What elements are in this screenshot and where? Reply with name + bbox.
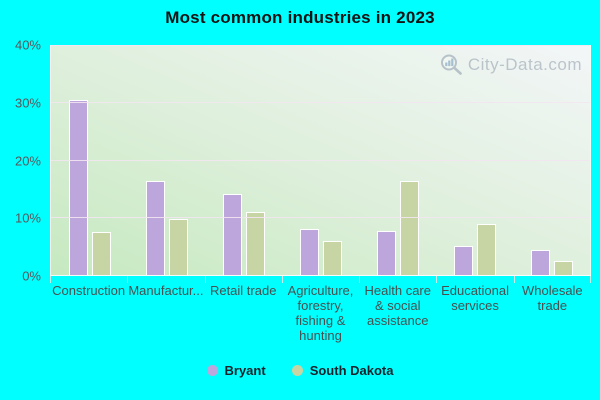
category-tick bbox=[50, 276, 51, 283]
category-group-construction bbox=[51, 46, 128, 275]
magnifier-bar-chart-icon bbox=[440, 54, 462, 75]
bar-bryant-educational-services bbox=[453, 246, 473, 275]
category-group-health-care-social-assistance bbox=[359, 46, 436, 275]
category-tick bbox=[204, 276, 206, 283]
category-group-manufactur bbox=[128, 46, 205, 275]
chart-title: Most common industries in 2023 bbox=[165, 8, 435, 27]
legend: Bryant South Dakota bbox=[0, 363, 600, 378]
bar-south-dakota-educational-services bbox=[476, 224, 496, 275]
bar-bryant-agriculture-forestry-fishing-hunting bbox=[299, 229, 319, 275]
bar-south-dakota-health-care-social-assistance bbox=[399, 181, 419, 275]
bar-south-dakota-agriculture-forestry-fishing-hunting bbox=[322, 240, 342, 275]
gridline-40 bbox=[51, 45, 590, 46]
bar-south-dakota-construction bbox=[91, 232, 111, 275]
watermark: City-Data.com bbox=[439, 53, 582, 76]
legend-item-bryant: Bryant bbox=[206, 363, 266, 378]
y-axis: 0% 10% 20% 30% 40% bbox=[0, 38, 44, 284]
bar-bryant-manufactur bbox=[145, 180, 165, 275]
category-group-wholesale-trade bbox=[513, 46, 590, 275]
bar-south-dakota-manufactur bbox=[168, 218, 188, 275]
legend-item-south-dakota: South Dakota bbox=[291, 363, 394, 378]
x-label-retail-trade: Retail trade bbox=[209, 283, 277, 298]
legend-swatch-bryant bbox=[206, 365, 218, 376]
gridline-20 bbox=[51, 159, 590, 161]
category-group-educational-services bbox=[436, 46, 513, 275]
x-label-manufactur: Manufactur... bbox=[128, 283, 204, 298]
plot-area: City-Data.com bbox=[50, 45, 591, 276]
bar-bryant-wholesale-trade bbox=[530, 250, 550, 275]
x-label-health-care-social-assistance: Health care & social assistance bbox=[364, 283, 431, 328]
x-axis-labels: Construction Manufactur... Retail trade Agr… bbox=[50, 283, 591, 343]
bar-bryant-retail-trade bbox=[222, 193, 242, 275]
y-tick-label-0: 0% bbox=[22, 268, 41, 284]
bar-south-dakota-wholesale-trade bbox=[553, 261, 573, 275]
legend-swatch-south-dakota bbox=[291, 365, 303, 376]
gridline-30 bbox=[51, 102, 590, 104]
x-label-wholesale-trade: Wholesale trade bbox=[521, 283, 583, 313]
category-tick bbox=[359, 276, 361, 283]
category-tick bbox=[436, 276, 438, 283]
bar-south-dakota-retail-trade bbox=[245, 212, 265, 275]
y-tick-label-40: 40% bbox=[14, 37, 41, 53]
category-tick bbox=[513, 276, 515, 283]
bar-groups bbox=[51, 46, 590, 275]
category-group-agriculture-forestry-fishing-hunting bbox=[282, 46, 359, 275]
category-tick bbox=[281, 276, 283, 283]
legend-label-bryant: Bryant bbox=[224, 363, 266, 378]
x-label-educational-services: Educational services bbox=[441, 283, 510, 313]
y-tick-label-20: 20% bbox=[14, 153, 41, 168]
y-tick-label-10: 10% bbox=[14, 210, 41, 226]
legend-label-south-dakota: South Dakota bbox=[309, 363, 394, 378]
watermark-label: City-Data.com bbox=[467, 54, 582, 74]
gridline-10 bbox=[51, 216, 590, 218]
x-label-agriculture-forestry-fishing-hunting: Agriculture, forestry, fishing & hunting bbox=[287, 283, 354, 343]
category-group-retail-trade bbox=[205, 46, 282, 275]
x-axis-ticks bbox=[50, 276, 591, 284]
x-label-construction: Construction bbox=[52, 283, 126, 298]
y-tick-label-30: 30% bbox=[14, 95, 41, 111]
bar-bryant-construction bbox=[68, 100, 88, 275]
category-tick bbox=[127, 276, 129, 283]
category-tick bbox=[590, 276, 591, 283]
bar-bryant-health-care-social-assistance bbox=[376, 230, 396, 275]
